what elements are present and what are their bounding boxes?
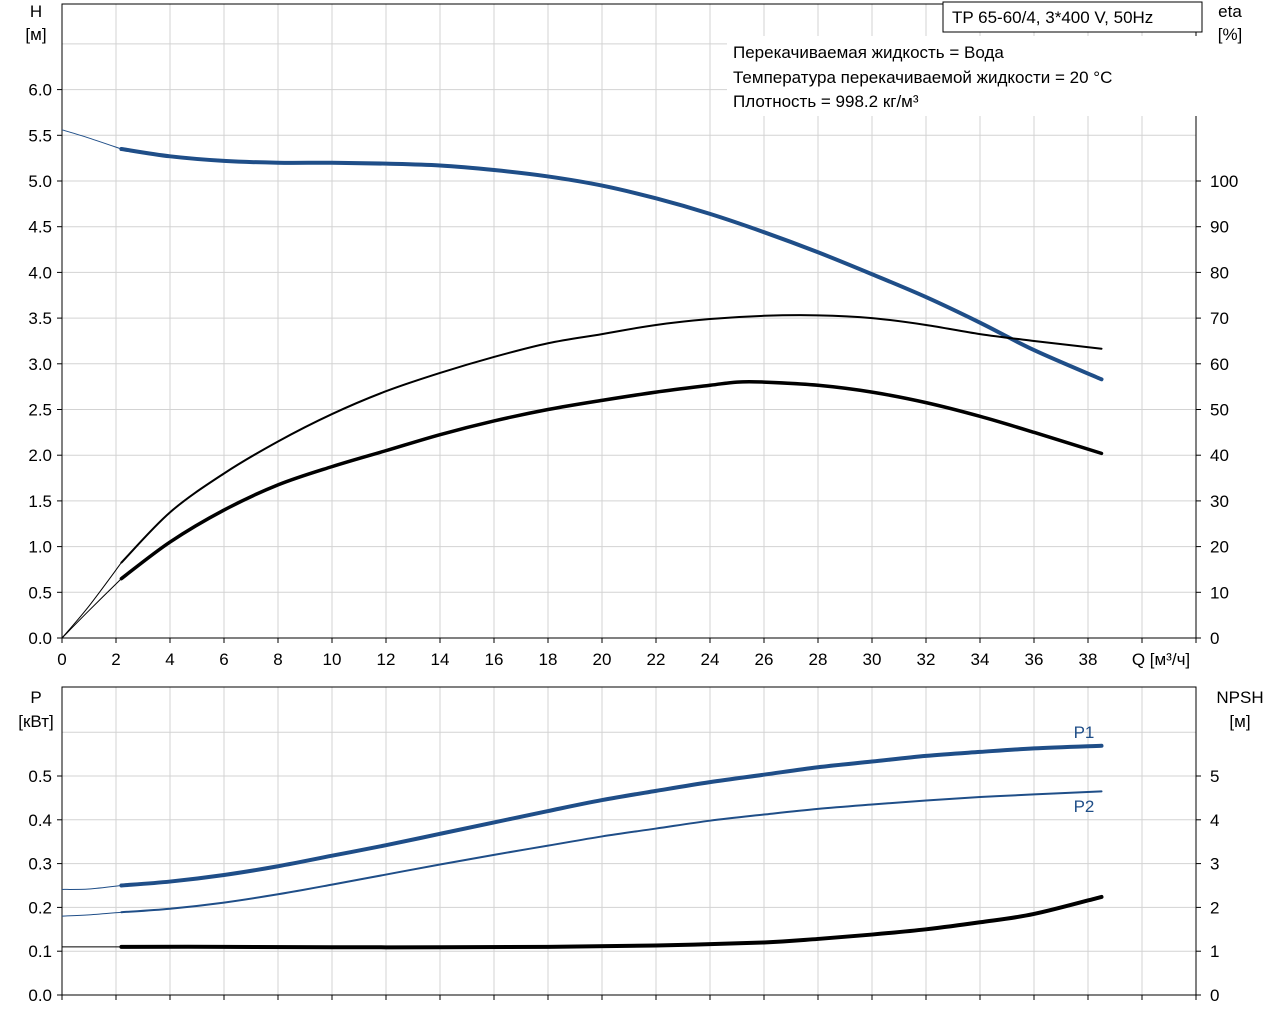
x-tick-label: 32	[917, 650, 936, 669]
x-tick-label: 36	[1025, 650, 1044, 669]
y2-tick-label: 60	[1210, 355, 1229, 374]
fluid-density-label: Плотность = 998.2 кг/м³	[733, 92, 919, 111]
x-tick-label: 18	[539, 650, 558, 669]
x-tick-label: 2	[111, 650, 120, 669]
y2-tick-label: 80	[1210, 263, 1229, 282]
y2-axis-title: eta	[1218, 2, 1242, 21]
curve-p2-extension	[61, 911, 122, 917]
x-tick-label: 10	[323, 650, 342, 669]
fluid-name-label: Перекачиваемая жидкость = Вода	[733, 43, 1004, 62]
y-axis-unit: [кВт]	[18, 712, 53, 731]
y-axis-unit: [м]	[25, 25, 46, 44]
y2-tick-label: 0	[1210, 986, 1219, 1005]
y-tick-label: 0.2	[28, 898, 52, 917]
series-label-p2: P2	[1074, 797, 1095, 816]
curve-p2	[120, 790, 1103, 914]
curve-npsh	[119, 894, 1104, 950]
x-tick-label: 26	[755, 650, 774, 669]
fluid-info: Перекачиваемая жидкость = Вода Температу…	[727, 36, 1197, 116]
series-label-p1: P1	[1074, 723, 1095, 742]
x-axis-title: Q [м³/ч]	[1132, 650, 1190, 669]
x-tick-label: 28	[809, 650, 828, 669]
y-tick-label: 1.0	[28, 538, 52, 557]
x-tick-label: 20	[593, 650, 612, 669]
y2-tick-label: 1	[1210, 942, 1219, 961]
y2-tick-label: 3	[1210, 855, 1219, 874]
x-tick-label: 6	[219, 650, 228, 669]
y2-axis-unit: [%]	[1218, 25, 1243, 44]
y-tick-label: 0.1	[28, 942, 52, 961]
y-tick-label: 5.0	[28, 172, 52, 191]
pump-model-box: TP 65-60/4, 3*400 V, 50Hz	[942, 1, 1203, 33]
y-tick-label: 4.5	[28, 218, 52, 237]
y-tick-label: 2.0	[28, 446, 52, 465]
y2-tick-label: 4	[1210, 811, 1219, 830]
y2-tick-label: 100	[1210, 172, 1238, 191]
y-tick-label: 0.5	[28, 767, 52, 786]
curve-p1	[119, 743, 1104, 888]
x-tick-label: 30	[863, 650, 882, 669]
y2-tick-label: 30	[1210, 492, 1229, 511]
y2-tick-label: 70	[1210, 309, 1229, 328]
curve-h-extension	[61, 129, 122, 150]
y2-tick-label: 50	[1210, 401, 1229, 420]
y2-axis-title: NPSH	[1216, 688, 1263, 707]
curve-eta-hydraulic-extension	[61, 562, 122, 639]
y2-tick-label: 2	[1210, 898, 1219, 917]
y-tick-label: 0.3	[28, 855, 52, 874]
y2-tick-label: 20	[1210, 538, 1229, 557]
y2-tick-label: 0	[1210, 629, 1219, 648]
y-tick-label: 3.0	[28, 355, 52, 374]
y-tick-label: 1.5	[28, 492, 52, 511]
x-tick-label: 24	[701, 650, 720, 669]
x-tick-label: 16	[485, 650, 504, 669]
y-tick-label: 3.5	[28, 309, 52, 328]
y2-tick-label: 10	[1210, 583, 1229, 602]
y2-tick-label: 5	[1210, 767, 1219, 786]
y-axis-title: P	[30, 688, 41, 707]
curve-eta-hydraulic	[120, 314, 1103, 564]
y-tick-label: 0.4	[28, 811, 52, 830]
curve-eta-total-extension	[61, 578, 122, 639]
y2-tick-label: 40	[1210, 446, 1229, 465]
y-tick-label: 0.0	[28, 629, 52, 648]
y2-tick-label: 90	[1210, 218, 1229, 237]
x-tick-label: 4	[165, 650, 174, 669]
y-tick-label: 0.0	[28, 986, 52, 1005]
y-tick-label: 2.5	[28, 401, 52, 420]
curve-h	[119, 147, 1104, 382]
x-tick-label: 12	[377, 650, 396, 669]
y2-axis-unit: [м]	[1229, 712, 1250, 731]
y-tick-label: 5.5	[28, 126, 52, 145]
x-tick-label: 38	[1079, 650, 1098, 669]
y-axis-title: H	[30, 2, 42, 21]
fluid-temperature-label: Температура перекачиваемой жидкости = 20…	[733, 68, 1112, 87]
head-efficiency-panel: 0.0 0.5 1.0 1.5 2.0 2.5 3.0 3.5 4.0 4.5 5.0 5.5 6.0 0…	[25, 2, 1242, 669]
x-tick-label: 22	[647, 650, 666, 669]
x-tick-label: 0	[57, 650, 66, 669]
y-tick-label: 6.0	[28, 81, 52, 100]
curve-eta-total	[119, 379, 1104, 581]
plot-frame	[61, 686, 1197, 996]
curve-p1-extension	[61, 885, 122, 890]
x-tick-label: 14	[431, 650, 450, 669]
plot-frame	[61, 3, 1197, 639]
x-tick-label: 34	[971, 650, 990, 669]
x-tick-label: 8	[273, 650, 282, 669]
pump-model-label: TP 65-60/4, 3*400 V, 50Hz	[952, 8, 1153, 27]
power-npsh-panel: 0.0 0.1 0.2 0.3 0.4 0.5 0 1 2 3 4 5 P [кВт] NPSH [м] P1 P…	[18, 686, 1264, 1005]
y-tick-label: 4.0	[28, 263, 52, 282]
y-tick-label: 0.5	[28, 583, 52, 602]
